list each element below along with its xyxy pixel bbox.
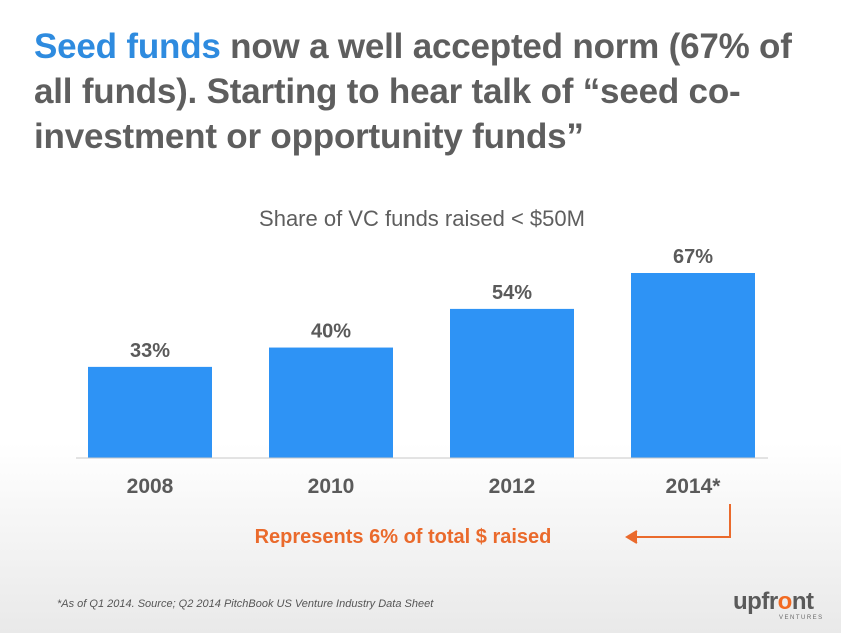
bar-2010 bbox=[269, 347, 393, 458]
annotation-text: Represents 6% of total $ raised bbox=[255, 526, 552, 548]
x-tick-label: 2012 bbox=[489, 475, 536, 498]
logo-word: upfront bbox=[733, 588, 814, 616]
value-label: 67% bbox=[673, 246, 713, 268]
slide-title: Seed funds now a well accepted norm (67%… bbox=[34, 24, 824, 159]
logo-suffix: nt bbox=[791, 588, 814, 615]
value-label: 33% bbox=[130, 340, 170, 362]
bar-2014 bbox=[631, 273, 755, 458]
annotation-arrow bbox=[625, 504, 731, 544]
annotation-arrow-path bbox=[629, 504, 731, 538]
x-tick-label: 2010 bbox=[308, 475, 355, 498]
logo-prefix: upfr bbox=[733, 588, 778, 615]
value-label: 54% bbox=[492, 282, 532, 304]
bar-2008 bbox=[88, 366, 212, 458]
tick-labels-layer: 2008 2010 2012 2014* bbox=[127, 475, 722, 498]
x-tick-label: 2008 bbox=[127, 475, 174, 498]
chart-title: Share of VC funds raised < $50M bbox=[259, 206, 585, 231]
title-highlight: Seed funds bbox=[34, 27, 221, 66]
upfront-logo: upfront VENTURES bbox=[733, 588, 833, 624]
value-label: 40% bbox=[311, 321, 351, 343]
footnote: *As of Q1 2014. Source; Q2 2014 PitchBoo… bbox=[57, 598, 434, 610]
bar-2012 bbox=[450, 308, 574, 458]
x-tick-label: 2014* bbox=[666, 475, 722, 498]
logo-subtitle: VENTURES bbox=[779, 615, 824, 621]
title-rest: now a well accepted norm (67% of all fun… bbox=[34, 27, 792, 156]
logo-accent: o bbox=[777, 588, 793, 615]
annotation-arrow-head bbox=[625, 530, 638, 544]
bars-layer: 33% 40% 54% 67% bbox=[88, 246, 755, 458]
